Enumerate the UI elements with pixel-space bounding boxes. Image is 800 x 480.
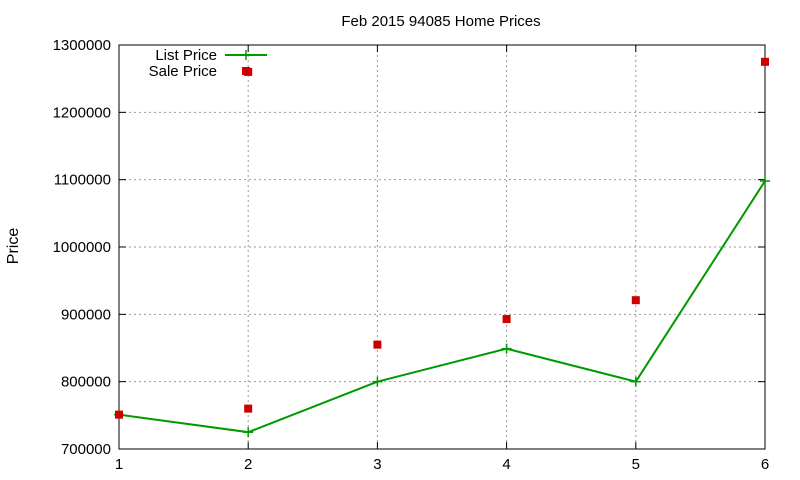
list-price-point xyxy=(760,176,770,187)
x-tick-label: 3 xyxy=(373,456,381,473)
sale-price-point xyxy=(631,296,640,305)
list-price-series xyxy=(114,176,770,438)
x-tick-label: 5 xyxy=(632,456,640,473)
x-tick-label: 2 xyxy=(244,456,252,473)
y-tick-label: 1100000 xyxy=(54,172,111,189)
sale-price-point xyxy=(502,315,511,324)
sale-price-point xyxy=(761,57,769,66)
list-price-line xyxy=(118,180,766,434)
axis-ticks: 700000 800000 900000 1000000 1100000 1200000 1… xyxy=(53,37,770,473)
y-axis-label: Price xyxy=(5,228,22,265)
sale-price-series xyxy=(115,57,769,419)
legend-marker-sample xyxy=(242,67,250,75)
data-series xyxy=(114,57,770,438)
list-price-point xyxy=(243,427,254,438)
list-price-point xyxy=(630,376,641,387)
y-tick-label: 900000 xyxy=(61,306,111,323)
legend-marker-sample xyxy=(241,50,251,60)
x-tick-label: 6 xyxy=(761,456,769,473)
list-price-point xyxy=(501,343,512,354)
x-tick-label: 4 xyxy=(502,456,510,473)
legend-label-sale-price: Sale Price xyxy=(149,63,217,80)
x-tick-label: 1 xyxy=(115,456,123,473)
list-price-point xyxy=(372,376,383,387)
legend-entry-list-price: List Price xyxy=(155,47,267,64)
y-tick-label: 1200000 xyxy=(53,104,111,121)
y-tick-label: 700000 xyxy=(61,441,111,458)
chart-title: Feb 2015 94085 Home Prices xyxy=(341,13,540,30)
legend-label-list-price: List Price xyxy=(155,47,217,64)
sale-price-point xyxy=(244,404,253,413)
y-tick-label: 1300000 xyxy=(53,37,111,54)
y-tick-label: 800000 xyxy=(61,374,111,391)
grid-lines xyxy=(119,45,765,449)
legend-entry-sale-price: Sale Price xyxy=(149,63,250,80)
sale-price-point xyxy=(373,340,382,349)
sale-price-point xyxy=(115,410,123,419)
y-tick-label: 1000000 xyxy=(53,239,111,256)
